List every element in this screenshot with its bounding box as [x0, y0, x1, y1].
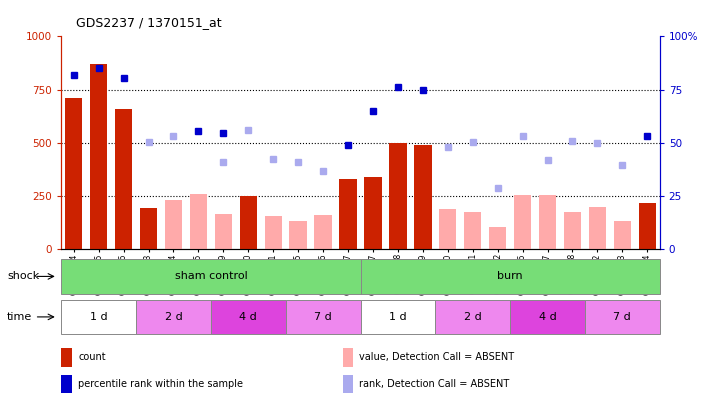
Text: 1 d: 1 d	[90, 312, 107, 322]
Bar	[61, 259, 360, 294]
Text: 2 d: 2 d	[164, 312, 182, 322]
Text: burn: burn	[497, 271, 523, 281]
Text: 7 d: 7 d	[314, 312, 332, 322]
Text: 4 d: 4 d	[539, 312, 557, 322]
Bar	[286, 300, 360, 334]
Bar	[211, 300, 286, 334]
Text: sham control: sham control	[174, 271, 247, 281]
Text: count: count	[78, 352, 106, 362]
Bar	[61, 375, 72, 393]
Bar	[340, 179, 357, 249]
Bar	[639, 203, 656, 249]
Text: 4 d: 4 d	[239, 312, 257, 322]
Text: 7 d: 7 d	[614, 312, 631, 322]
Bar	[364, 177, 381, 249]
Bar	[414, 145, 432, 249]
Bar	[539, 195, 556, 249]
Bar	[61, 348, 72, 367]
Bar	[289, 222, 307, 249]
Bar	[239, 196, 257, 249]
Bar	[360, 300, 435, 334]
Text: time: time	[7, 312, 32, 322]
Bar	[342, 348, 353, 367]
Bar	[165, 200, 182, 249]
Bar	[585, 300, 660, 334]
Text: percentile rank within the sample: percentile rank within the sample	[78, 379, 243, 389]
Bar	[65, 98, 82, 249]
Bar	[342, 375, 353, 393]
Bar	[514, 195, 531, 249]
Bar	[435, 300, 510, 334]
Bar	[510, 300, 585, 334]
Bar	[215, 214, 232, 249]
Bar	[140, 208, 157, 249]
Bar	[90, 64, 107, 249]
Bar	[389, 143, 407, 249]
Bar	[614, 222, 631, 249]
Bar	[564, 212, 581, 249]
Bar	[190, 194, 207, 249]
Bar	[360, 259, 660, 294]
Text: 2 d: 2 d	[464, 312, 482, 322]
Bar	[61, 300, 136, 334]
Bar	[115, 109, 133, 249]
Bar	[439, 209, 456, 249]
Bar	[265, 216, 282, 249]
Bar	[464, 212, 482, 249]
Bar	[314, 215, 332, 249]
Text: shock: shock	[7, 271, 40, 281]
Text: rank, Detection Call = ABSENT: rank, Detection Call = ABSENT	[359, 379, 510, 389]
Text: GDS2237 / 1370151_at: GDS2237 / 1370151_at	[76, 16, 221, 29]
Bar	[136, 300, 211, 334]
Text: value, Detection Call = ABSENT: value, Detection Call = ABSENT	[359, 352, 514, 362]
Bar	[489, 227, 506, 249]
Text: 1 d: 1 d	[389, 312, 407, 322]
Bar	[588, 207, 606, 249]
